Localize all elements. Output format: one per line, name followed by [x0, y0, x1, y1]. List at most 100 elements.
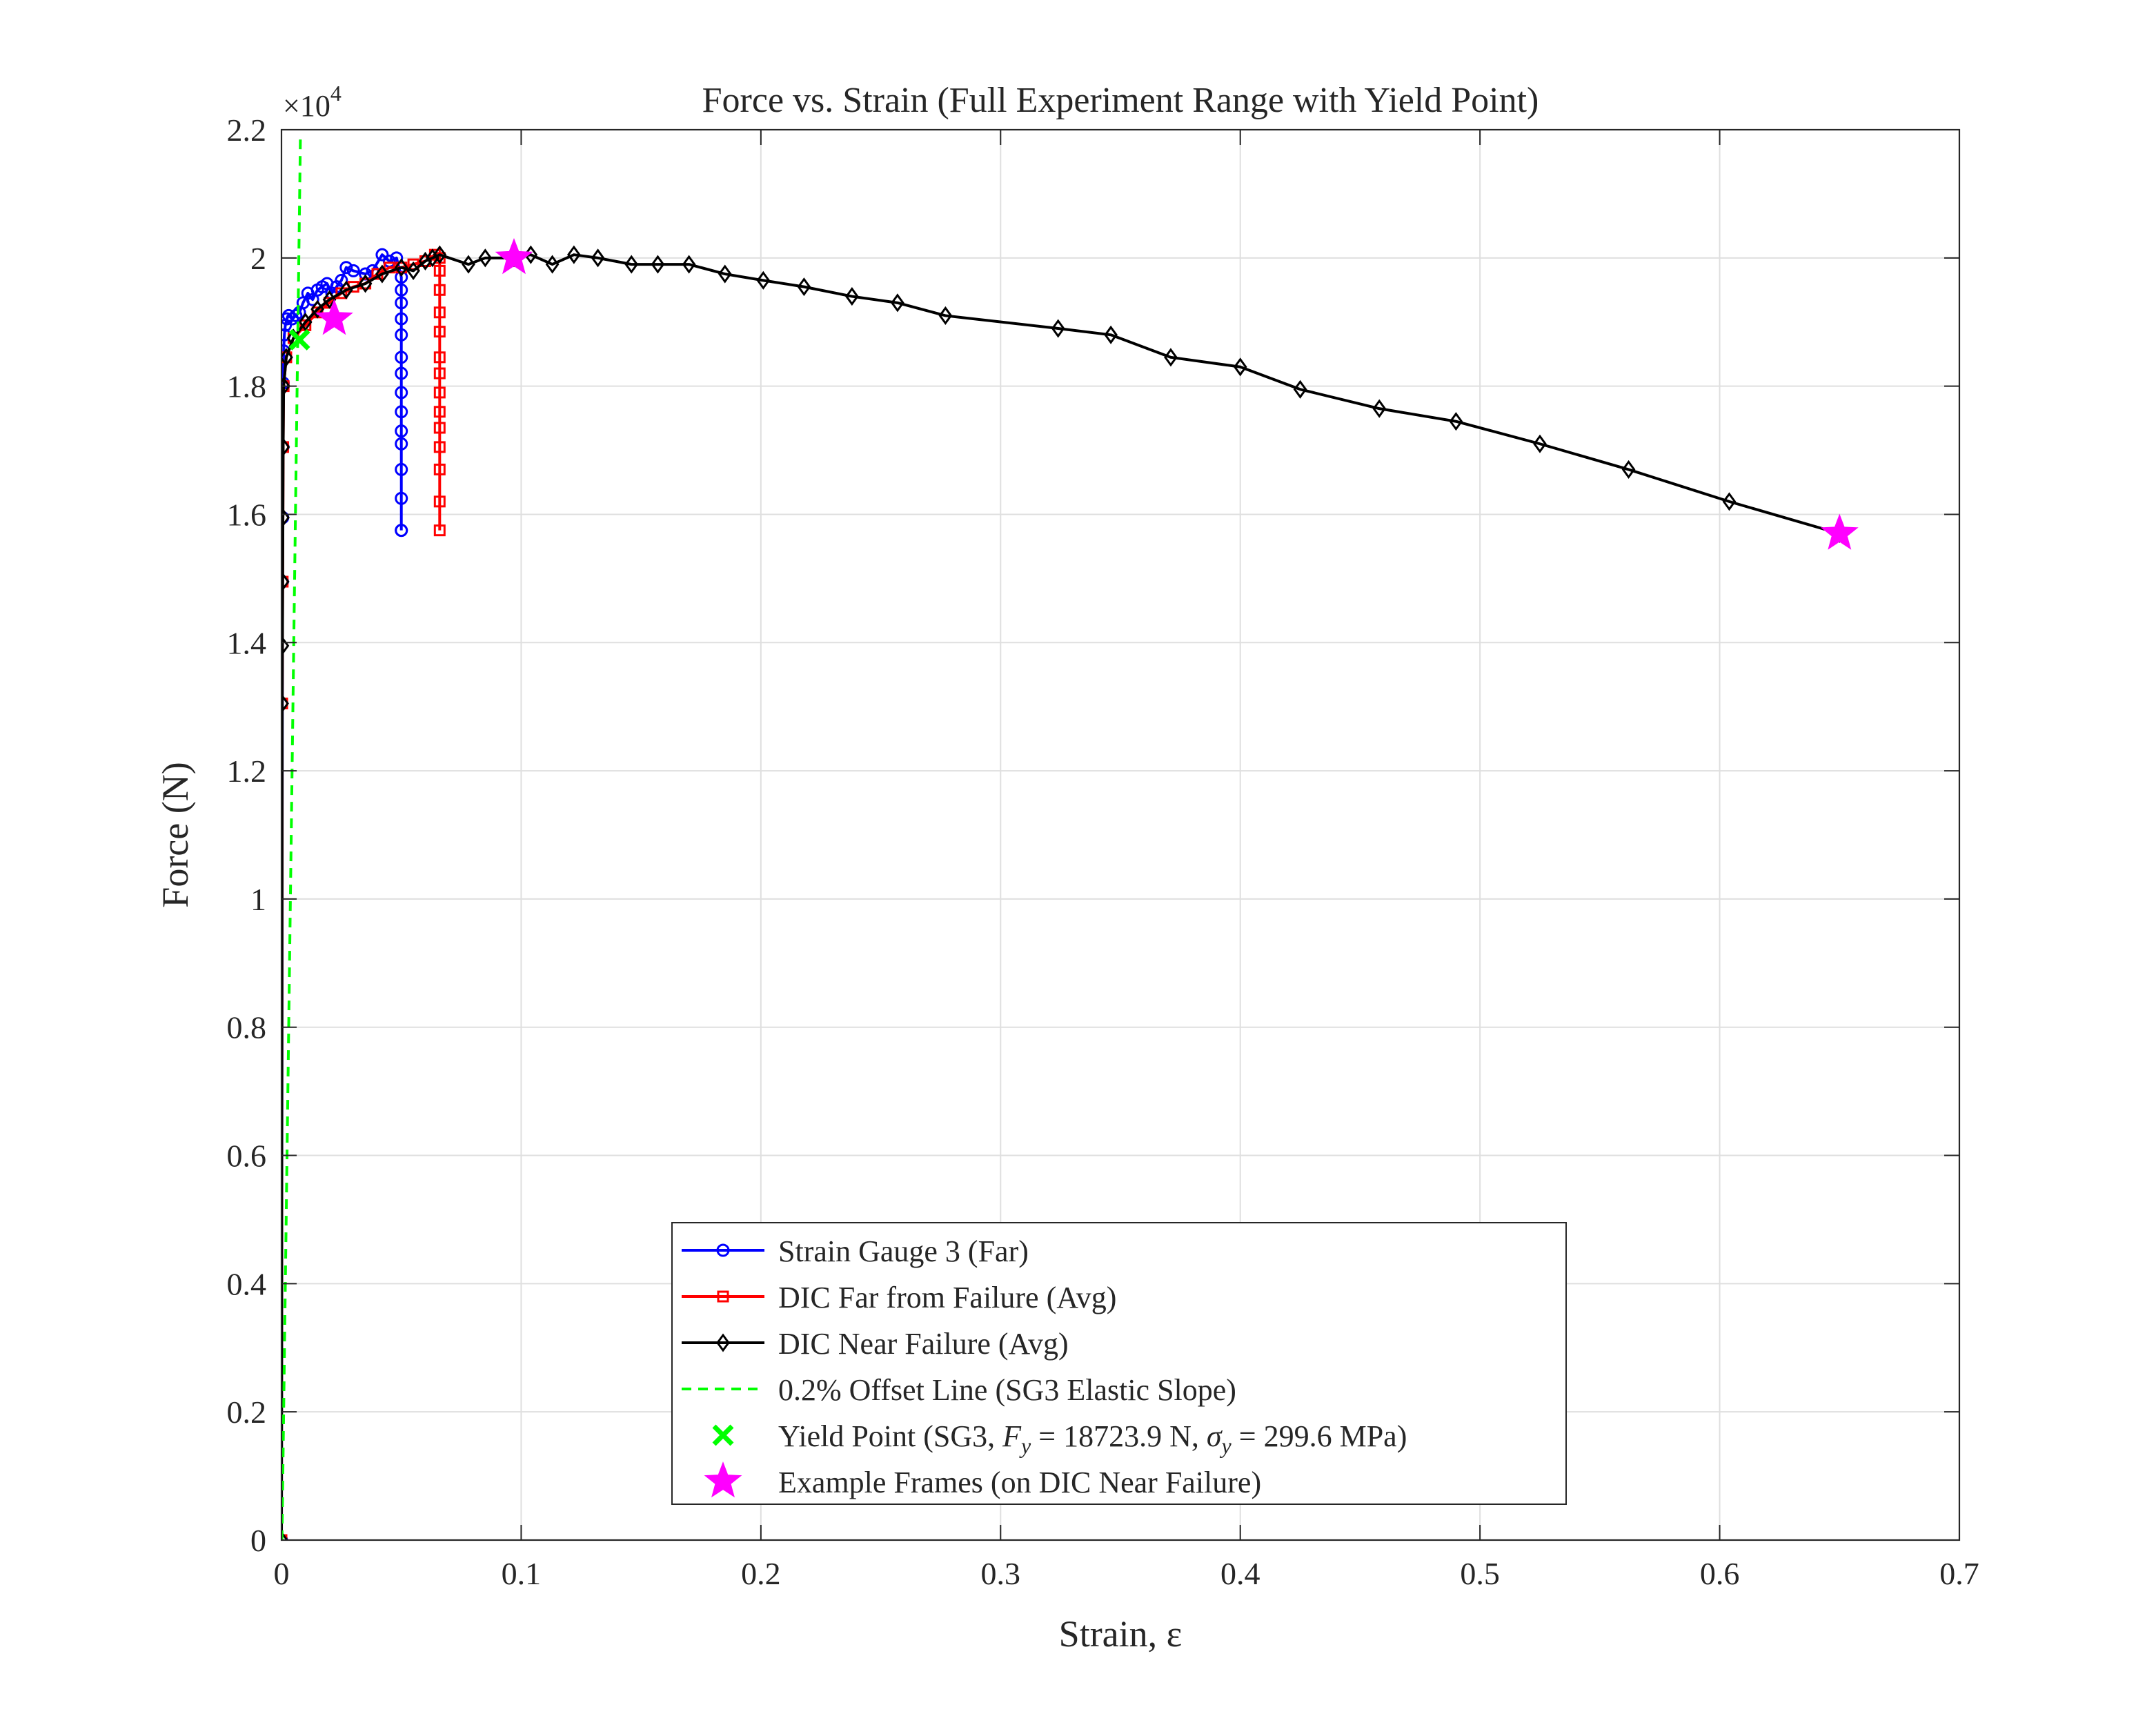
- y-tick-label: 2: [250, 241, 266, 276]
- x-tick-label: 0.3: [981, 1556, 1021, 1591]
- data-point: [891, 293, 904, 313]
- y-axis-label: Force (N): [155, 762, 196, 907]
- data-point: [395, 366, 408, 380]
- data-point: [426, 248, 439, 268]
- data-point: [845, 287, 859, 306]
- data-point: [358, 274, 373, 293]
- data-point: [433, 264, 446, 277]
- data-point: [281, 1530, 288, 1540]
- legend-entry: Yield Point (SG3, Fy = 18723.9 N, σy = 2…: [712, 1419, 1407, 1458]
- legend-label: 0.2% Offset Line (SG3 Elastic Slope): [778, 1373, 1236, 1407]
- series-line: [281, 253, 403, 1540]
- y-tick-label: 0.4: [227, 1266, 267, 1301]
- data-point: [1104, 325, 1118, 344]
- data-point: [567, 245, 581, 264]
- x-axis-label: Strain, ε: [1059, 1613, 1183, 1655]
- legend-label-part: = 18723.9 N,: [1031, 1419, 1207, 1453]
- data-point: [1533, 434, 1547, 453]
- data-point: [395, 437, 408, 451]
- data-point: [335, 273, 348, 287]
- data-point: [624, 255, 639, 274]
- data-point: [682, 255, 696, 274]
- legend-label-part: σ: [1207, 1419, 1223, 1453]
- data-point: [395, 351, 408, 364]
- legend-label-part: Yield Point (SG3,: [778, 1419, 1002, 1453]
- x-tick-label: 0.6: [1700, 1556, 1740, 1591]
- series-layer: [281, 136, 1847, 1540]
- series-line: [281, 253, 1840, 1540]
- data-point: [406, 261, 420, 280]
- y-tick-label: 0.8: [227, 1010, 267, 1045]
- special-markers: [288, 237, 1859, 550]
- data-point: [281, 348, 293, 367]
- legend-marker: [704, 1461, 742, 1498]
- legend-label-part: y: [1019, 1433, 1031, 1458]
- data-point: [1372, 399, 1387, 418]
- y-tick-label: 0: [250, 1523, 266, 1558]
- data-point: [462, 255, 475, 274]
- data-point: [298, 313, 313, 332]
- legend-marker: [717, 1290, 729, 1303]
- data-point: [433, 524, 446, 537]
- data-point: [433, 406, 446, 418]
- legend-label: DIC Near Failure (Avg): [778, 1327, 1069, 1361]
- data-point: [1449, 412, 1463, 431]
- data-point: [433, 306, 446, 319]
- data-point: [1051, 319, 1065, 338]
- y-tick-label: 0.2: [227, 1394, 267, 1430]
- data-point: [322, 290, 337, 309]
- data-point: [433, 463, 446, 475]
- data-point: [281, 437, 290, 457]
- legend-label: DIC Far from Failure (Avg): [778, 1281, 1116, 1314]
- example-frame-marker: [1820, 513, 1859, 550]
- data-point: [433, 386, 446, 399]
- legend-entry: 0.2% Offset Line (SG3 Elastic Slope): [682, 1373, 1236, 1407]
- data-point: [395, 312, 408, 326]
- axis-ticks: 0 0.1 0.2 0.3 0.4 0.5 0.6 0.7 0 0.2 0.4 0.6 0.8 1 1.2 1…: [227, 112, 1979, 1591]
- example-frame-marker: [495, 237, 533, 275]
- data-point: [433, 245, 447, 264]
- data-point: [478, 248, 493, 268]
- data-point: [281, 377, 290, 396]
- data-point: [938, 306, 953, 325]
- data-point: [281, 572, 290, 591]
- data-point: [756, 270, 771, 290]
- yield-marker-stroke: [712, 1424, 734, 1446]
- yield-point-marker: [288, 328, 310, 351]
- legend-label-part: F: [1002, 1419, 1022, 1453]
- data-point: [375, 264, 389, 284]
- series-line: [281, 136, 302, 1540]
- data-point: [395, 328, 408, 342]
- data-point: [1722, 492, 1737, 511]
- data-point: [797, 277, 811, 297]
- y-axis-exponent: ×104: [283, 81, 342, 123]
- data-point: [395, 386, 408, 400]
- x-tick-label: 0: [274, 1556, 290, 1591]
- data-point: [545, 255, 560, 274]
- data-point: [433, 284, 446, 296]
- data-point: [395, 524, 408, 538]
- series-3: [281, 136, 302, 1540]
- legend-entry: Example Frames (on DIC Near Failure): [704, 1461, 1261, 1499]
- legend-label: Yield Point (SG3, Fy = 18723.9 N, σy = 2…: [778, 1419, 1407, 1458]
- data-point: [433, 351, 446, 364]
- legend-marker: [712, 1424, 734, 1446]
- plot-frame: [280, 128, 1961, 1541]
- legend: Strain Gauge 3 (Far) DIC Far from Failure…: [671, 1222, 1567, 1505]
- legend-label-part: = 299.6 MPa): [1232, 1419, 1407, 1453]
- x-tick-label: 0.4: [1220, 1556, 1260, 1591]
- yield-marker-stroke: [288, 328, 310, 351]
- data-point: [289, 308, 303, 322]
- y-tick-label: 1.4: [227, 625, 267, 660]
- data-point: [1233, 357, 1247, 377]
- chart-title: Force vs. Strain (Full Experiment Range …: [702, 81, 1539, 120]
- x-tick-label: 0.5: [1460, 1556, 1500, 1591]
- series-2: [281, 245, 1847, 1540]
- x-tick-label: 0.1: [502, 1556, 542, 1591]
- data-point: [1164, 348, 1178, 367]
- data-point: [651, 255, 665, 274]
- data-point: [1293, 379, 1307, 399]
- legend-entry: DIC Far from Failure (Avg): [682, 1281, 1116, 1314]
- data-point: [375, 248, 389, 262]
